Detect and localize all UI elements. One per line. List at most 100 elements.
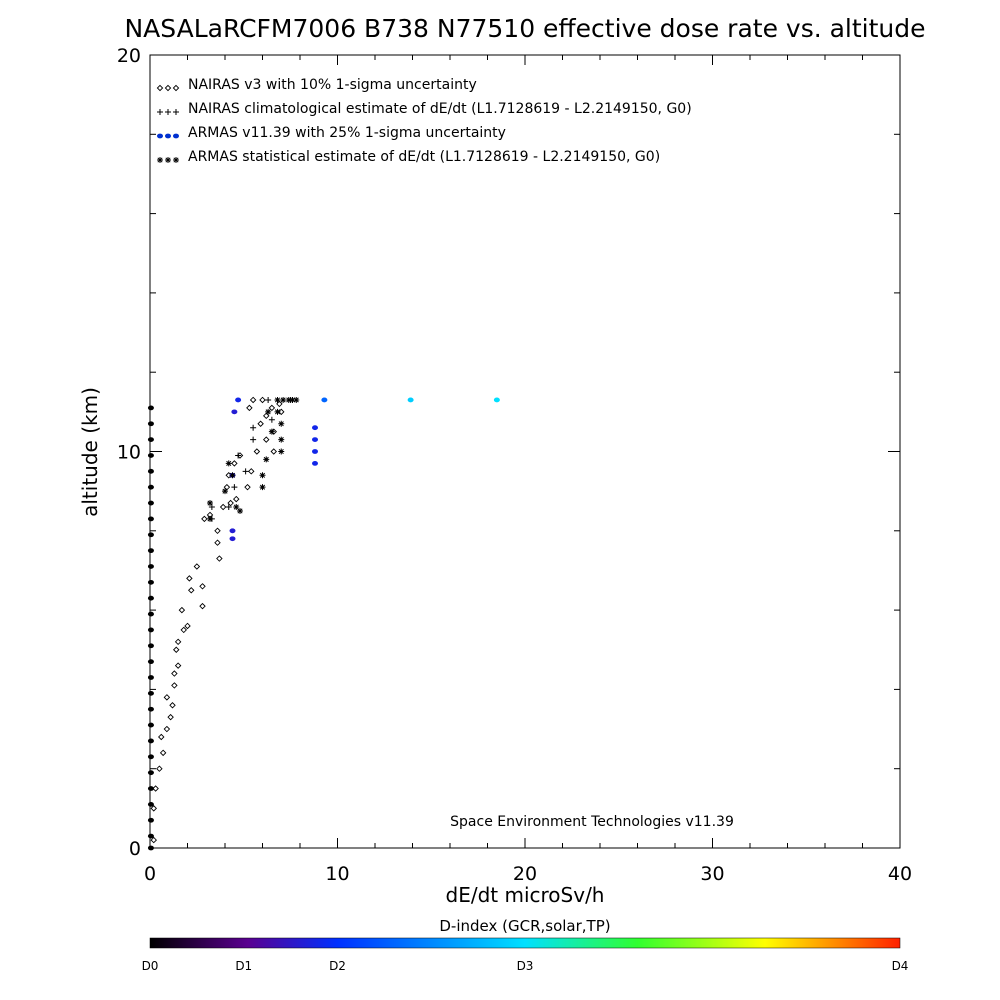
chart-title: NASALaRCFM7006 B738 N77510 effective dos… (124, 14, 925, 43)
data-point (171, 682, 178, 689)
data-point (147, 817, 154, 823)
axis-ticks (149, 54, 901, 849)
data-point (178, 606, 186, 614)
data-point (216, 555, 223, 562)
legend-item: NAIRAS climatological estimate of dE/dt … (157, 101, 692, 117)
data-point (169, 702, 176, 709)
y-tick-label: 10 (117, 442, 141, 464)
legend-label: NAIRAS climatological estimate of dE/dt … (188, 101, 692, 117)
data-point (152, 785, 159, 792)
colorbar-label: D1 (235, 959, 252, 973)
data-point (147, 500, 154, 506)
data-point (312, 449, 318, 454)
x-tick-label: 0 (144, 863, 156, 885)
data-point (199, 602, 206, 610)
legend-marker (157, 109, 163, 115)
data-point (186, 575, 193, 582)
data-point (147, 659, 154, 665)
data-point (147, 643, 154, 649)
data-point (227, 499, 234, 507)
data-point (278, 420, 285, 427)
data-point (147, 453, 154, 458)
colorbar-label: D0 (142, 959, 159, 973)
data-point (147, 833, 154, 839)
colorbar-label: D2 (329, 959, 346, 973)
data-point (265, 408, 272, 415)
data-point (235, 452, 242, 459)
data-point (278, 448, 285, 455)
x-tick-label: 40 (888, 863, 912, 885)
data-point (278, 408, 285, 416)
data-point (201, 515, 208, 523)
data-point (268, 428, 275, 435)
colorbar-label: D3 (517, 959, 534, 973)
data-point (293, 396, 300, 403)
data-point (156, 765, 163, 772)
colorbar-labels: D0 D1 D2 D3 D4 (142, 959, 909, 973)
data-point (184, 622, 191, 630)
y-axis-label: altitude (km) (78, 387, 102, 517)
data-point (159, 749, 167, 757)
legend-marker (165, 109, 171, 115)
data-point (147, 421, 154, 427)
legend: NAIRAS v3 with 10% 1-sigma uncertainty NA… (156, 77, 692, 165)
data-point (250, 424, 257, 431)
data-point (259, 472, 266, 479)
data-point (214, 527, 221, 535)
data-point (289, 396, 296, 403)
data-point (276, 400, 283, 408)
data-point (237, 507, 243, 514)
data-point (253, 448, 261, 455)
data-point (163, 725, 171, 733)
x-tick-label: 10 (325, 863, 349, 885)
data-point (147, 786, 154, 791)
data-point (219, 503, 227, 511)
data-point (207, 515, 213, 522)
data-point (231, 409, 238, 415)
y-tick-label: 0 (129, 838, 141, 860)
data-point (229, 536, 236, 542)
data-point (257, 420, 264, 427)
data-point (147, 437, 154, 443)
data-point (147, 722, 154, 728)
legend-marker (173, 157, 179, 163)
data-point (231, 460, 238, 467)
legend-marker (173, 133, 179, 139)
data-point (163, 694, 171, 701)
data-point (229, 472, 236, 479)
data-point (147, 738, 154, 744)
series-4 (207, 396, 300, 522)
data-point (274, 396, 281, 403)
data-point (147, 627, 154, 633)
colorbar-label: D4 (892, 959, 909, 973)
data-point (233, 504, 240, 511)
data-point (147, 548, 154, 554)
legend-marker (165, 157, 171, 163)
data-point (263, 456, 270, 463)
colorbar (149, 937, 901, 949)
data-point (270, 448, 277, 455)
data-point (321, 397, 328, 403)
data-point (268, 404, 276, 412)
data-point (244, 483, 251, 491)
data-point (147, 690, 154, 696)
data-point (150, 805, 157, 812)
colorbar-title: D-index (GCR,solar,TP) (439, 917, 610, 935)
data-point (493, 397, 500, 403)
data-point (312, 437, 318, 443)
data-point (147, 754, 154, 760)
data-point (147, 706, 154, 712)
data-marks (147, 396, 500, 851)
legend-marker (156, 84, 164, 92)
data-point (259, 396, 266, 404)
data-point (407, 397, 414, 403)
data-point (268, 416, 275, 423)
data-point (225, 460, 232, 467)
data-point (147, 484, 154, 490)
data-point (233, 495, 240, 503)
series-3 (147, 397, 500, 851)
data-point (180, 626, 187, 634)
data-point (312, 425, 318, 431)
data-point (222, 488, 228, 495)
data-point (158, 733, 165, 741)
